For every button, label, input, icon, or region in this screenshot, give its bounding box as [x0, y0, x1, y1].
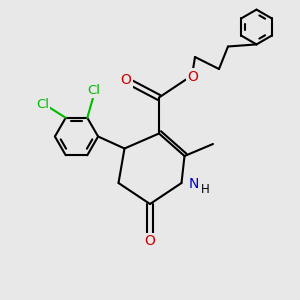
Text: O: O — [187, 70, 198, 83]
Text: H: H — [200, 183, 209, 196]
Text: O: O — [145, 234, 155, 248]
Text: Cl: Cl — [87, 84, 100, 97]
Text: Cl: Cl — [36, 98, 49, 111]
Text: O: O — [121, 73, 131, 87]
Text: N: N — [189, 178, 199, 191]
